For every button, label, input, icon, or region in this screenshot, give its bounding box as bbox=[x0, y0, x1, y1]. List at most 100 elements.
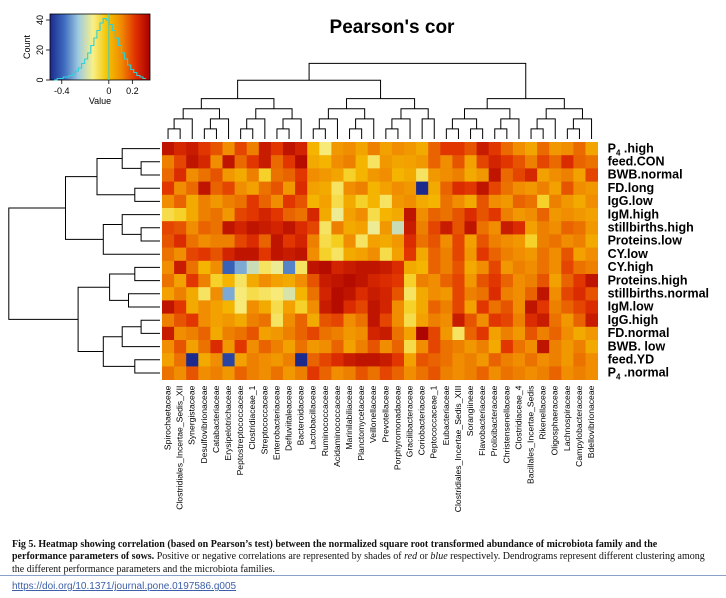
heatmap-cell bbox=[186, 155, 199, 169]
heatmap-cell bbox=[404, 313, 417, 328]
heatmap-cell bbox=[295, 260, 308, 275]
heatmap-cell bbox=[488, 234, 502, 248]
heatmap-cell bbox=[295, 247, 308, 262]
dendrogram-branch bbox=[312, 128, 326, 139]
column-label: Sorangiineae bbox=[465, 385, 475, 436]
heatmap-cell bbox=[343, 221, 356, 235]
heatmap-cell bbox=[174, 247, 187, 262]
heatmap-cell bbox=[222, 181, 235, 196]
heatmap-cell bbox=[246, 181, 260, 196]
heatmap-cell bbox=[270, 366, 284, 380]
heatmap-cell bbox=[573, 287, 586, 301]
heatmap-cell bbox=[500, 326, 514, 341]
column-label: Porphyromonadaceae bbox=[392, 385, 402, 470]
heatmap-cell bbox=[319, 181, 332, 196]
doi-link[interactable]: https://doi.org/10.1371/journal.pone.019… bbox=[12, 581, 237, 592]
heatmap-cell bbox=[246, 274, 260, 288]
heatmap-cell bbox=[174, 366, 187, 380]
heatmap-cell bbox=[367, 340, 381, 354]
dendrogram-branch bbox=[8, 207, 79, 320]
heatmap-cell bbox=[500, 247, 514, 262]
column-label: Lachnospiraceae bbox=[562, 385, 572, 451]
heatmap-cell bbox=[500, 366, 514, 380]
heatmap-cell bbox=[174, 353, 187, 367]
heatmap-cell bbox=[198, 155, 211, 169]
heatmap-cell bbox=[561, 300, 574, 314]
heatmap-cell bbox=[379, 274, 393, 288]
heatmap-cell bbox=[585, 155, 598, 169]
heatmap-cell bbox=[512, 260, 526, 275]
heatmap-cell bbox=[585, 287, 598, 301]
row-label: P4 .normal bbox=[608, 366, 669, 382]
heatmap-cell bbox=[416, 300, 429, 314]
heatmap-cell bbox=[186, 326, 199, 341]
dendrogram-branch bbox=[140, 161, 160, 176]
heatmap-cell bbox=[295, 221, 308, 235]
heatmap-cell bbox=[343, 260, 356, 275]
heatmap-cell bbox=[525, 260, 538, 275]
heatmap-cell bbox=[222, 300, 235, 314]
heatmap-cell bbox=[246, 260, 260, 275]
figure-caption: Fig 5. Heatmap showing correlation (base… bbox=[12, 539, 712, 576]
heatmap-cell bbox=[198, 181, 211, 196]
heatmap-cell bbox=[500, 287, 514, 301]
row-label: feed.CON bbox=[608, 155, 665, 169]
heatmap-cell bbox=[476, 168, 490, 182]
heatmap-cell bbox=[404, 326, 417, 341]
heatmap-cell bbox=[488, 313, 502, 328]
heatmap-cell bbox=[440, 366, 453, 380]
heatmap-cell bbox=[355, 326, 369, 341]
heatmap-cell bbox=[525, 300, 538, 314]
heatmap-cell bbox=[246, 155, 260, 169]
heatmap-cell bbox=[452, 247, 465, 262]
heatmap-cell bbox=[307, 221, 320, 235]
heatmap-cell bbox=[258, 208, 272, 222]
heatmap-cell bbox=[452, 208, 465, 222]
key-y-tick-label: 40 bbox=[35, 15, 45, 25]
heatmap-cell bbox=[404, 168, 417, 182]
heatmap-cell bbox=[319, 366, 332, 380]
heatmap-cell bbox=[585, 260, 598, 275]
heatmap-cell bbox=[464, 247, 477, 262]
heatmap-cell bbox=[234, 234, 248, 248]
heatmap-cell bbox=[246, 326, 260, 341]
heatmap-cell bbox=[258, 234, 272, 248]
heatmap-cell bbox=[537, 274, 550, 288]
heatmap-cell bbox=[198, 326, 211, 341]
heatmap-cell bbox=[270, 221, 284, 235]
heatmap-cell bbox=[174, 208, 187, 222]
heatmap-cell bbox=[319, 155, 332, 169]
row-label: IgM.high bbox=[608, 207, 659, 221]
heatmap-cell bbox=[391, 313, 405, 328]
heatmap-cell bbox=[488, 221, 502, 235]
heatmap-cell bbox=[549, 234, 562, 248]
heatmap-cell bbox=[549, 326, 562, 341]
heatmap-cell bbox=[331, 208, 344, 222]
heatmap-cell bbox=[355, 208, 369, 222]
heatmap-cell bbox=[512, 313, 526, 328]
heatmap-cell bbox=[319, 247, 332, 262]
heatmap-cell bbox=[283, 155, 296, 169]
heatmap-cell bbox=[258, 155, 272, 169]
heatmap-cell bbox=[500, 340, 514, 354]
heatmap-cell bbox=[162, 221, 175, 235]
heatmap-cell bbox=[162, 287, 175, 301]
heatmap-cell bbox=[186, 247, 199, 262]
heatmap-cell bbox=[307, 274, 320, 288]
heatmap-cell bbox=[488, 208, 502, 222]
heatmap-cell bbox=[549, 194, 562, 209]
heatmap-cell bbox=[343, 181, 356, 196]
heatmap-cell bbox=[549, 155, 562, 169]
heatmap-cell bbox=[295, 155, 308, 169]
column-label: Clostridiaceae_1 bbox=[247, 385, 257, 449]
heatmap-cell bbox=[367, 142, 381, 156]
heatmap-cell bbox=[343, 234, 356, 248]
heatmap-cell bbox=[174, 300, 187, 314]
heatmap-cell bbox=[404, 366, 417, 380]
heatmap-cell bbox=[379, 353, 393, 367]
heatmap-cell bbox=[307, 142, 320, 156]
heatmap-cell bbox=[331, 300, 344, 314]
heatmap-cell bbox=[464, 353, 477, 367]
heatmap-cell bbox=[512, 168, 526, 182]
heatmap-cell bbox=[561, 181, 574, 196]
